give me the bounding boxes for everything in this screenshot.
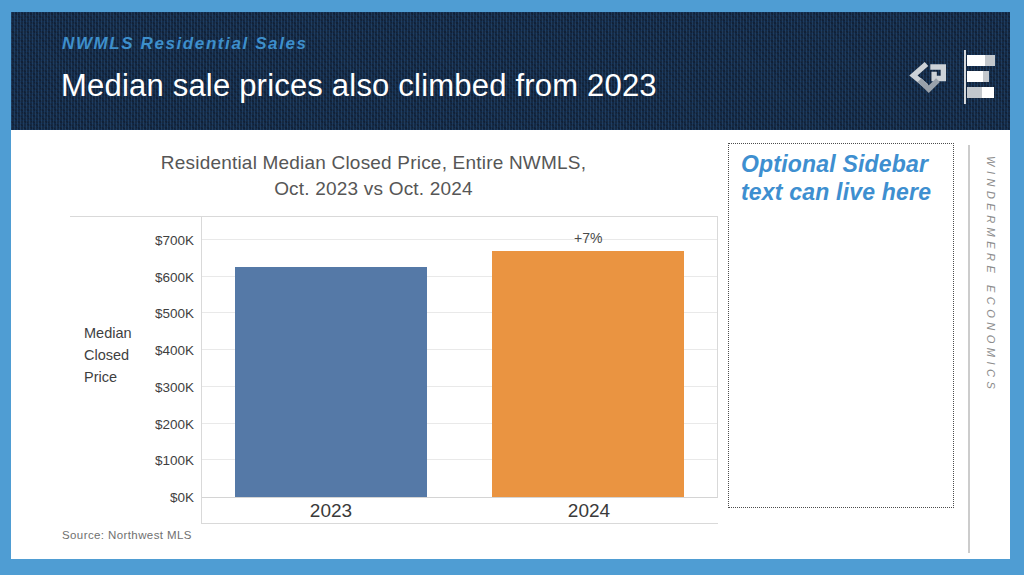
- header-eyebrow: NWMLS Residential Sales: [62, 34, 308, 54]
- bar-slot: [235, 217, 427, 497]
- bar-2024: [492, 251, 684, 497]
- y-axis-panel: Median Closed Price $0K$100K$200K$300K$4…: [70, 217, 202, 524]
- windermere-w-logo-icon: [905, 60, 951, 98]
- x-axis-labels: 2023 2024: [202, 498, 718, 524]
- chart-title: Residential Median Closed Price, Entire …: [51, 150, 696, 202]
- chart-title-line1: Residential Median Closed Price, Entire …: [51, 150, 696, 176]
- slide-root: NWMLS Residential Sales Median sale pric…: [0, 0, 1024, 575]
- bar-2023: [235, 267, 427, 497]
- x-axis-label: 2023: [235, 500, 427, 522]
- y-tick-label: $300K: [124, 379, 194, 396]
- y-tick-label: $200K: [124, 416, 194, 433]
- source-note: Source: Northwest MLS: [62, 529, 192, 541]
- page-title: Median sale prices also climbed from 202…: [61, 68, 657, 104]
- chart-title-line2: Oct. 2023 vs Oct. 2024: [51, 176, 696, 202]
- vertical-brand-label: WINDERMERE ECONOMICS: [975, 156, 997, 536]
- horizontal-bar-chart-icon: [964, 50, 1000, 108]
- sidebar-placeholder-box: Optional Sidebar text can live here: [728, 143, 954, 508]
- y-tick-label: $400K: [124, 342, 194, 359]
- y-tick-label: $700K: [124, 232, 194, 249]
- y-tick-label: $600K: [124, 269, 194, 286]
- x-axis-label: 2024: [493, 500, 685, 522]
- slide-body: Residential Median Closed Price, Entire …: [11, 130, 1010, 559]
- y-tick-label: $500K: [124, 305, 194, 322]
- plot-bars: +7%: [202, 217, 717, 497]
- plot-column: +7% 2023 2024: [202, 217, 718, 523]
- y-tick-label: $100K: [124, 452, 194, 469]
- bar-slot: +7%: [492, 217, 684, 497]
- y-tick-label: $0K: [124, 489, 194, 506]
- sidebar-placeholder-text: Optional Sidebar text can live here: [741, 150, 941, 206]
- plot-pane: +7%: [202, 217, 718, 498]
- bar-annotation: +7%: [574, 230, 602, 246]
- sidebar-divider-line: [968, 145, 970, 553]
- bar-chart: Median Closed Price $0K$100K$200K$300K$4…: [70, 216, 718, 523]
- brand-logo-group: [905, 50, 1000, 108]
- slide-header: NWMLS Residential Sales Median sale pric…: [11, 12, 1010, 130]
